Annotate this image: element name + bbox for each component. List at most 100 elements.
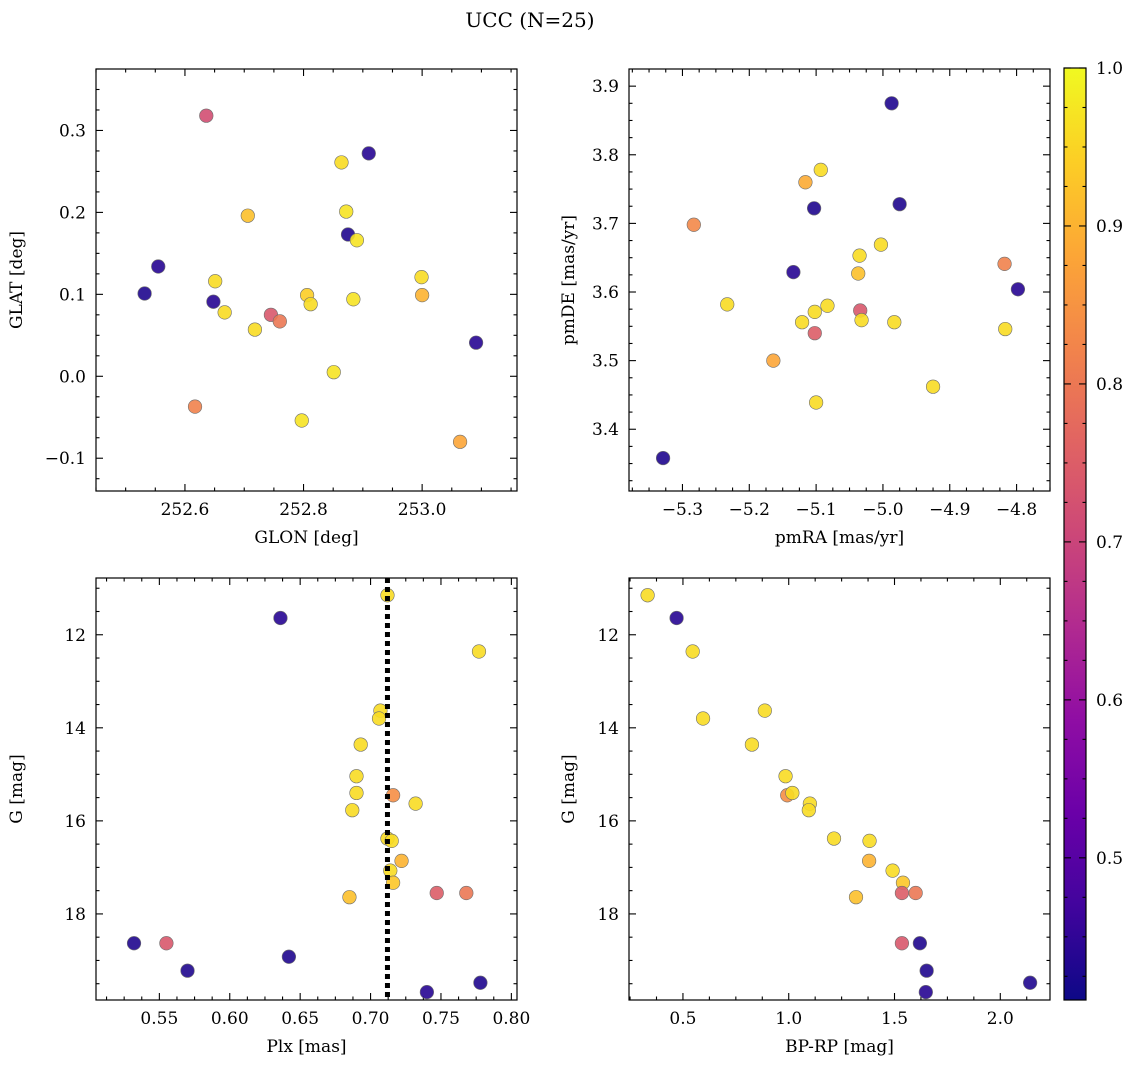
panel-3-ytick-label: 16 — [64, 812, 86, 832]
data-point — [303, 297, 318, 312]
panel-4-frame — [628, 577, 1051, 1001]
panel-2-ticks — [629, 69, 1051, 491]
panel-4-ytick-label: 14 — [597, 719, 619, 739]
colorbar-tick-label: 0.9 — [1096, 217, 1123, 237]
figure-title: UCC (N=25) — [465, 8, 594, 32]
panel-3-xtick-label: 0.70 — [352, 1009, 390, 1029]
data-point — [159, 936, 174, 951]
panel-2-ytick-label: 3.5 — [592, 352, 619, 372]
panel-1-ticks — [95, 68, 517, 491]
panel-1-frame — [95, 68, 518, 492]
data-point — [640, 588, 655, 603]
panel-1-ylabel: GLAT [deg] — [7, 231, 27, 329]
data-point — [892, 197, 907, 212]
data-point — [273, 610, 288, 626]
panel-2-xtick-label: −5.0 — [862, 500, 903, 520]
data-point — [807, 201, 822, 216]
scatter-panel-1: 252.6 252.8 253.0 −0.1 0.0 0.1 0.2 0.3 GLON [deg… — [7, 68, 518, 548]
panel-2-xlabel: pmRA [mas/yr] — [775, 528, 904, 548]
data-point — [414, 270, 429, 285]
panel-2-frame — [628, 68, 1051, 492]
panel-1-xtick-label: 252.6 — [161, 500, 210, 520]
panel-2-xtick-label: −5.3 — [662, 500, 703, 520]
panel-2-ytick-label: 3.9 — [592, 77, 619, 97]
data-point — [326, 365, 341, 380]
data-point — [826, 831, 842, 846]
colorbar: 0.5 0.6 0.7 0.8 0.9 1.0 — [1063, 59, 1123, 1001]
panel-3-xtick-label: 0.75 — [422, 1009, 460, 1029]
panel-1-xtick-label: 252.8 — [279, 500, 328, 520]
data-point — [851, 266, 866, 281]
panel-1-ytick-label: −0.1 — [45, 449, 86, 469]
panel-1-xlabel: GLON [deg] — [254, 528, 358, 548]
data-point — [794, 315, 810, 330]
data-point — [217, 305, 232, 320]
panel-1-ytick-label: 0.3 — [59, 121, 86, 141]
data-point — [798, 175, 813, 190]
data-point — [757, 703, 772, 718]
data-point — [778, 769, 793, 784]
data-point — [415, 288, 430, 303]
data-point — [720, 297, 735, 312]
panel-4-xtick-label: 2.0 — [987, 1009, 1014, 1029]
data-point — [408, 796, 423, 811]
colorbar-tick-label: 0.5 — [1096, 849, 1123, 869]
data-point — [429, 885, 444, 901]
panel-2-ytick-label: 3.4 — [592, 420, 619, 440]
data-point — [459, 885, 474, 901]
data-point — [912, 936, 927, 951]
data-point — [384, 833, 399, 848]
panel-3-xtick-label: 0.55 — [140, 1009, 178, 1029]
data-point — [394, 853, 409, 868]
data-point — [655, 450, 671, 466]
panel-1-ytick-label: 0.2 — [59, 203, 86, 223]
panel-3-ticks — [96, 578, 517, 1000]
panel-2-xtick-label: −4.8 — [996, 500, 1037, 520]
data-point — [345, 803, 360, 818]
data-point — [137, 286, 152, 301]
data-point — [669, 610, 684, 626]
panel-4-xtick-label: 1.5 — [881, 1009, 908, 1029]
data-point — [887, 315, 902, 330]
data-point — [998, 321, 1013, 337]
data-point — [473, 975, 488, 990]
data-point — [1023, 975, 1038, 990]
data-point — [820, 298, 835, 313]
data-point — [785, 785, 800, 801]
panel-2-xtick-label: −5.1 — [795, 500, 836, 520]
data-point — [885, 863, 900, 878]
panel-4-ytick-label: 18 — [597, 905, 619, 925]
panel-3-xlabel: Plx [mas] — [266, 1037, 346, 1057]
data-point — [894, 936, 910, 951]
scatter-panel-4: 0.5 1.0 1.5 2.0 12 14 16 18 BP-RP [mag] G [mag] — [559, 577, 1051, 1057]
panel-4-ytick-label: 16 — [597, 812, 619, 832]
data-point — [349, 769, 364, 784]
colorbar-tick-label: 1.0 — [1096, 59, 1123, 79]
data-point — [786, 265, 801, 280]
panel-2-xtick-label: −4.9 — [929, 500, 970, 520]
panel-3-ytick-label: 18 — [64, 905, 86, 925]
data-point — [187, 399, 203, 414]
data-point — [247, 322, 263, 337]
data-point — [334, 155, 349, 170]
data-point — [419, 984, 434, 1000]
colorbar-tick-label: 0.7 — [1096, 533, 1123, 553]
data-point — [813, 162, 828, 177]
data-point — [199, 108, 214, 123]
scatter-panel-3: 0.55 0.60 0.65 0.70 0.75 0.80 12 14 16 18 Plx [mas… — [7, 577, 530, 1057]
panel-4-points — [640, 588, 1038, 1000]
colorbar-tick-label: 0.6 — [1096, 691, 1123, 711]
colorbar-frame — [1063, 67, 1087, 1001]
data-point — [1010, 282, 1026, 297]
panel-2-ytick-label: 3.6 — [592, 283, 619, 303]
panel-3-ytick-label: 14 — [64, 719, 86, 739]
panel-1-ytick-label: 0.1 — [59, 285, 86, 305]
data-point — [809, 395, 824, 410]
data-point — [685, 644, 700, 659]
data-point — [361, 146, 376, 161]
panel-4-ticks — [629, 578, 1050, 1000]
panel-4-xtick-label: 0.5 — [669, 1009, 696, 1029]
data-point — [686, 217, 701, 232]
panel-4-xlabel: BP-RP [mag] — [785, 1037, 894, 1057]
data-point — [997, 256, 1012, 271]
